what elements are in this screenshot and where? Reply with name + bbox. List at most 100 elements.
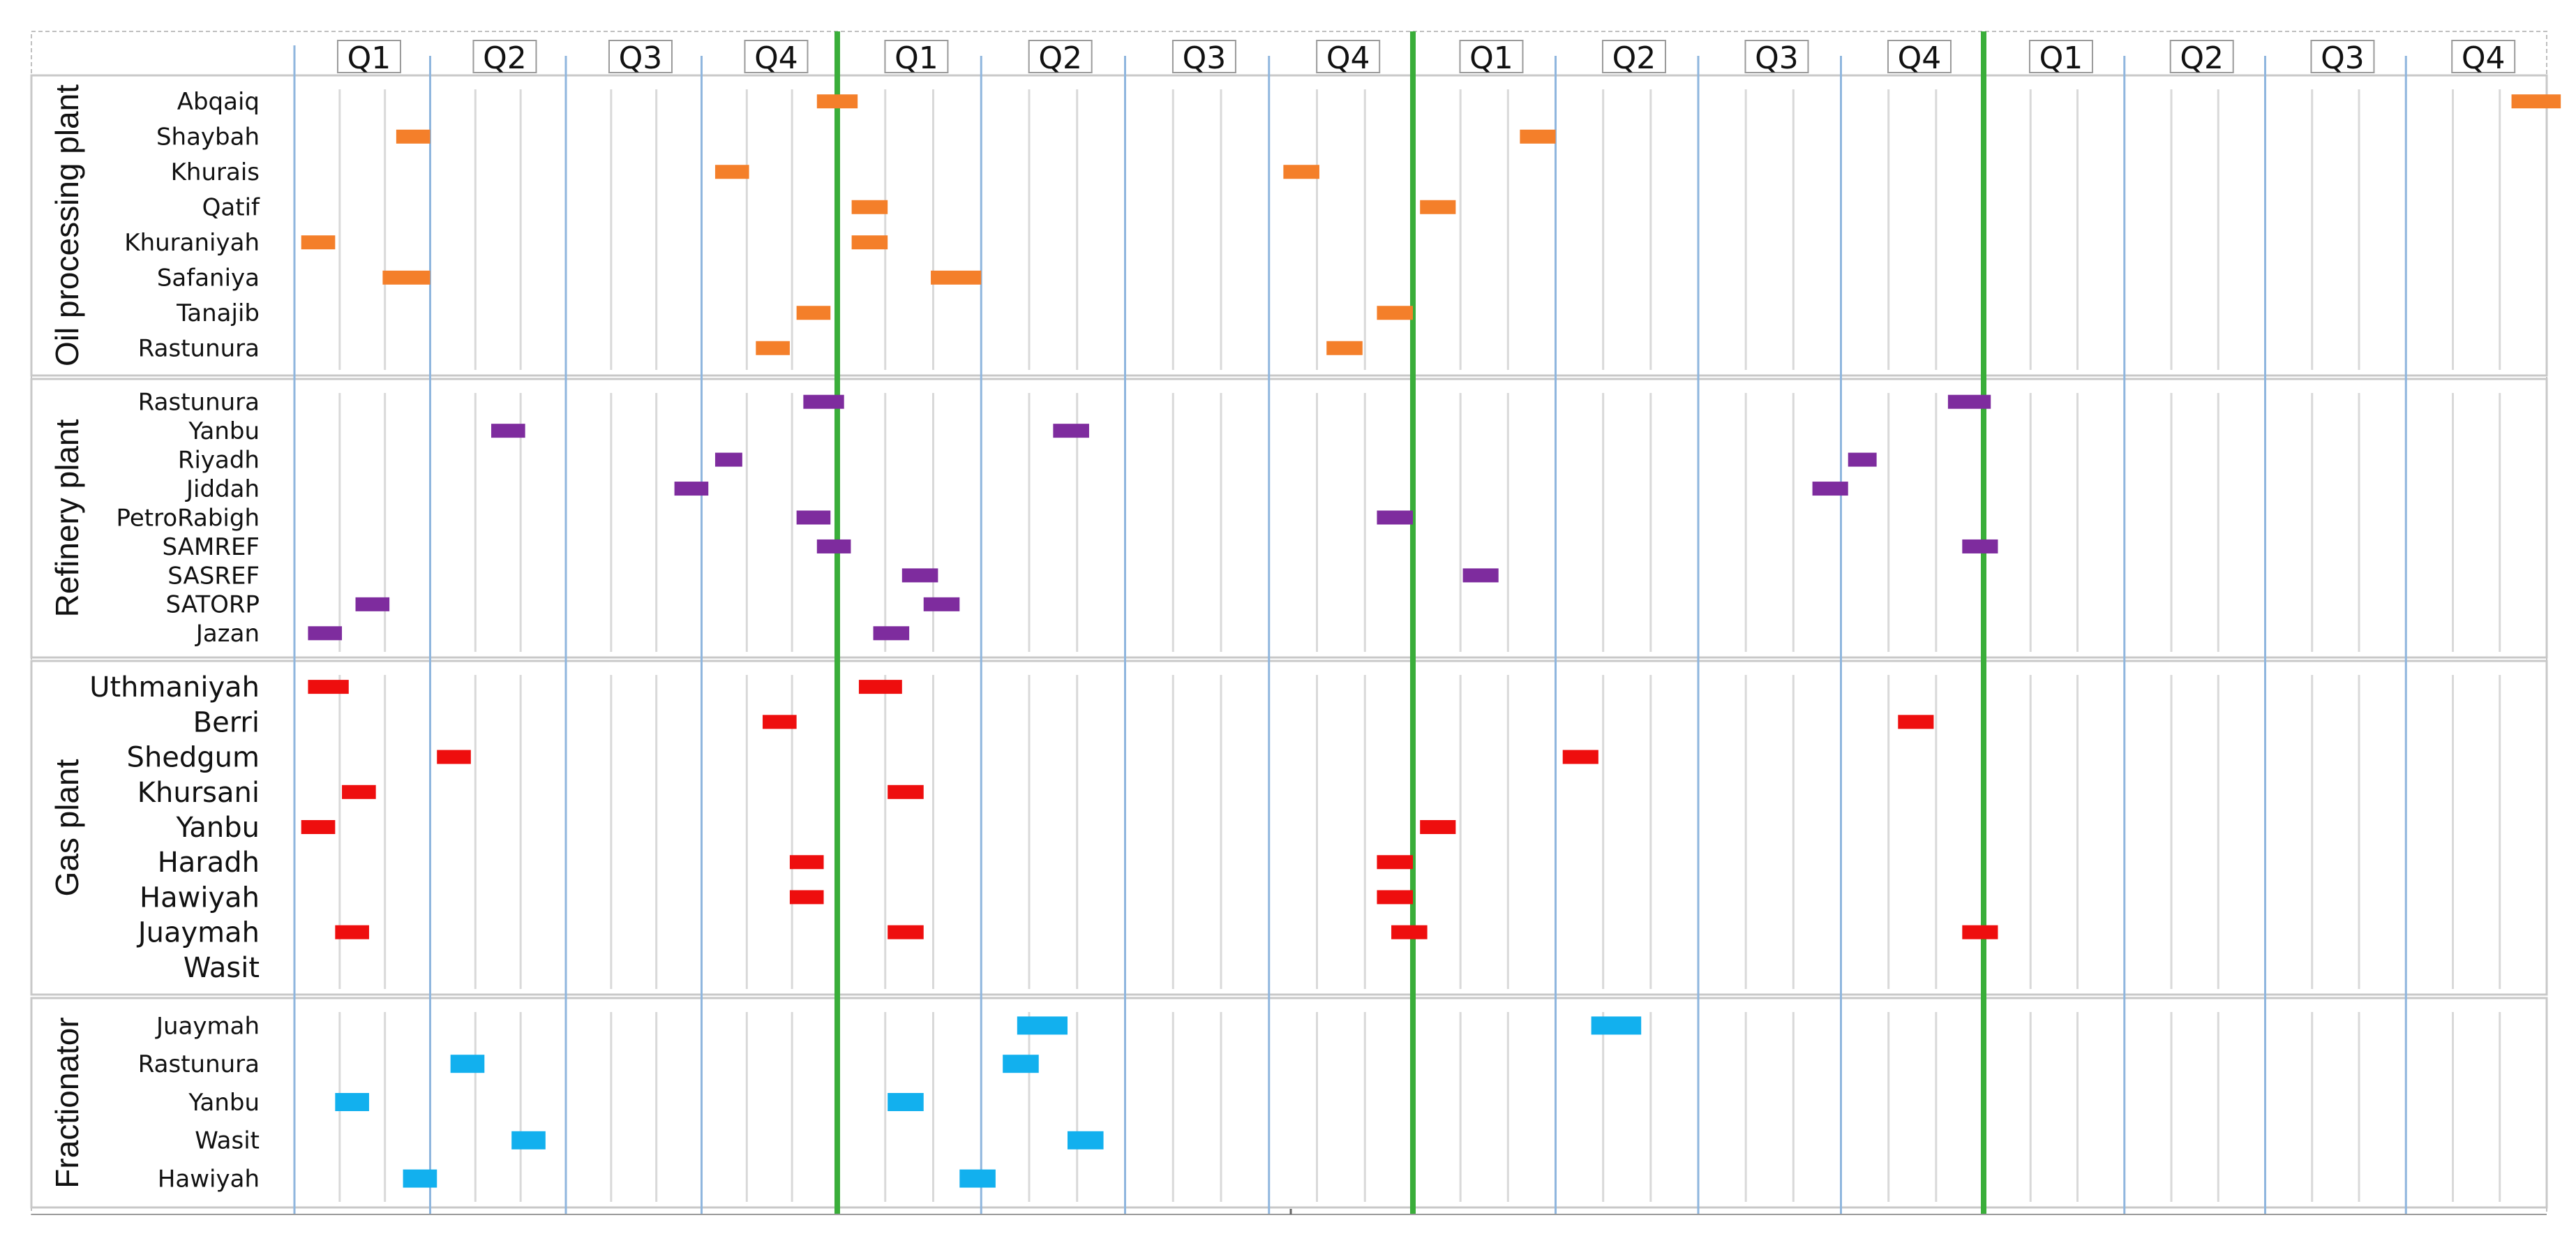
- task-bar: [851, 235, 888, 250]
- quarter-header-label: Q1: [894, 40, 938, 76]
- quarter-header-box: [608, 40, 673, 73]
- quarter-header-label: Q4: [1326, 40, 1370, 76]
- quarter-header-box: [1459, 40, 1524, 73]
- task-bar: [1420, 200, 1456, 214]
- task-bar: [714, 452, 742, 467]
- quarter-header-box: [1887, 40, 1952, 73]
- task-bar: [858, 680, 902, 694]
- task-bar: [796, 510, 831, 525]
- task-bar: [1520, 129, 1556, 144]
- quarter-header-label: Q1: [347, 40, 391, 76]
- task-bar: [511, 1131, 546, 1150]
- task-bar: [714, 165, 749, 179]
- task-bar: [756, 341, 790, 355]
- section-frame: [30, 378, 2548, 659]
- plant-label: Tanajib: [176, 299, 260, 327]
- task-bar: [342, 784, 376, 799]
- plant-label: Wasit: [184, 952, 260, 984]
- task-bar: [803, 394, 844, 409]
- quarter-header-label: Q4: [1898, 40, 1942, 76]
- task-bar: [816, 539, 851, 553]
- quarter-header-label: Q4: [754, 40, 798, 76]
- plant-label: Shedgum: [127, 742, 260, 774]
- quarter-header-box: [1316, 40, 1381, 73]
- quarter-header-label: Q1: [2039, 40, 2083, 76]
- plant-label: Khuraniyah: [124, 229, 260, 257]
- task-bar: [1377, 306, 1413, 320]
- task-bar: [888, 925, 924, 939]
- quarter-header-label: Q3: [1183, 40, 1227, 76]
- plant-label: Qatif: [202, 194, 260, 222]
- plant-label: PetroRabigh: [117, 504, 260, 532]
- task-bar: [2511, 94, 2561, 109]
- task-bar: [1017, 1016, 1068, 1035]
- task-bar: [959, 1169, 996, 1188]
- task-bar: [1391, 925, 1428, 939]
- task-bar: [851, 200, 888, 214]
- quarter-header-box: [2028, 40, 2093, 73]
- quarter-header-box: [884, 40, 949, 73]
- quarter-header-box: [1171, 40, 1236, 73]
- plant-label: Safaniya: [157, 265, 260, 292]
- plant-label: Abqaiq: [177, 88, 260, 116]
- task-bar: [888, 1093, 924, 1111]
- task-bar: [888, 784, 924, 799]
- plant-label: Jazan: [195, 620, 260, 648]
- quarter-header-label: Q4: [2462, 40, 2506, 76]
- plant-label: SAMREF: [163, 533, 260, 561]
- task-bar: [873, 626, 910, 641]
- plant-label: Shaybah: [156, 124, 260, 151]
- quarter-header-label: Q2: [483, 40, 527, 76]
- quarter-header-box: [1744, 40, 1809, 73]
- task-bar: [901, 568, 938, 583]
- task-bar: [1562, 750, 1598, 764]
- quarter-header-box: [2451, 40, 2516, 73]
- task-bar: [1068, 1131, 1104, 1150]
- task-bar: [403, 1169, 437, 1188]
- task-bar: [1848, 452, 1877, 467]
- task-bar: [335, 925, 369, 939]
- task-bar: [1462, 568, 1499, 583]
- plant-label: Khursani: [137, 777, 260, 809]
- quarter-header-label: Q3: [1755, 40, 1799, 76]
- task-bar: [763, 715, 797, 729]
- group-label: Refinery plant: [49, 419, 85, 617]
- task-bar: [1962, 539, 1998, 553]
- quarter-header-box: [744, 40, 809, 73]
- task-bar: [1420, 820, 1456, 834]
- task-bar: [1326, 341, 1363, 355]
- group-label: Gas plant: [49, 759, 85, 896]
- task-bar: [1377, 510, 1413, 525]
- plant-label: Jiddah: [185, 475, 260, 503]
- plant-label: Hawiyah: [158, 1166, 260, 1193]
- quarter-header-box: [1601, 40, 1666, 73]
- task-bar: [1962, 925, 1998, 939]
- plant-label: Yanbu: [188, 417, 260, 445]
- quarter-header-label: Q3: [619, 40, 663, 76]
- task-bar: [450, 1055, 485, 1073]
- task-bar: [335, 1093, 369, 1111]
- task-bar: [931, 270, 982, 285]
- plant-label: Yanbu: [188, 1089, 260, 1117]
- plant-label: Rastunura: [138, 335, 260, 363]
- task-bar: [437, 750, 471, 764]
- plant-label: Rastunura: [138, 1050, 260, 1078]
- group-label: Oil processing plant: [49, 84, 85, 366]
- plant-label: Juaymah: [155, 1012, 260, 1040]
- quarter-header-label: Q1: [1469, 40, 1513, 76]
- task-bar: [1377, 855, 1413, 870]
- plant-label: Rastunura: [138, 389, 260, 417]
- task-bar: [301, 235, 336, 250]
- plant-label: Riyadh: [178, 447, 260, 475]
- task-bar: [796, 306, 831, 320]
- task-bar: [1283, 165, 1319, 179]
- plant-label: Uthmaniyah: [89, 671, 260, 704]
- task-bar: [1947, 394, 1991, 409]
- plant-label: Berri: [193, 706, 260, 738]
- quarter-header-box: [472, 40, 537, 73]
- quarter-header-label: Q2: [2180, 40, 2224, 76]
- plant-label: SASREF: [167, 562, 260, 590]
- plant-label: Khurais: [171, 158, 260, 186]
